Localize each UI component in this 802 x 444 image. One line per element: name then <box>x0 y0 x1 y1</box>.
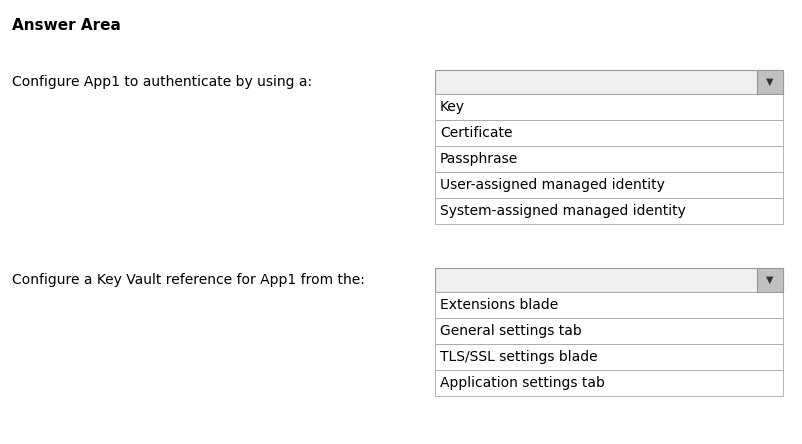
FancyBboxPatch shape <box>435 172 782 198</box>
FancyBboxPatch shape <box>756 70 782 94</box>
Text: ▼: ▼ <box>765 77 773 87</box>
FancyBboxPatch shape <box>435 70 782 94</box>
FancyBboxPatch shape <box>756 268 782 292</box>
FancyBboxPatch shape <box>435 268 782 292</box>
Text: TLS/SSL settings blade: TLS/SSL settings blade <box>439 350 597 364</box>
Text: Certificate: Certificate <box>439 126 512 140</box>
Text: Passphrase: Passphrase <box>439 152 517 166</box>
FancyBboxPatch shape <box>435 344 782 370</box>
Text: Configure App1 to authenticate by using a:: Configure App1 to authenticate by using … <box>12 75 312 89</box>
FancyBboxPatch shape <box>435 198 782 224</box>
Text: ▼: ▼ <box>765 275 773 285</box>
Text: Extensions blade: Extensions blade <box>439 298 557 312</box>
FancyBboxPatch shape <box>435 120 782 146</box>
Text: Application settings tab: Application settings tab <box>439 376 604 390</box>
FancyBboxPatch shape <box>435 292 782 318</box>
Text: Answer Area: Answer Area <box>12 18 121 33</box>
Text: User-assigned managed identity: User-assigned managed identity <box>439 178 664 192</box>
Text: General settings tab: General settings tab <box>439 324 581 338</box>
Text: Configure a Key Vault reference for App1 from the:: Configure a Key Vault reference for App1… <box>12 273 364 287</box>
Text: Key: Key <box>439 100 464 114</box>
FancyBboxPatch shape <box>435 146 782 172</box>
FancyBboxPatch shape <box>435 370 782 396</box>
Text: System-assigned managed identity: System-assigned managed identity <box>439 204 685 218</box>
FancyBboxPatch shape <box>435 318 782 344</box>
FancyBboxPatch shape <box>435 94 782 120</box>
